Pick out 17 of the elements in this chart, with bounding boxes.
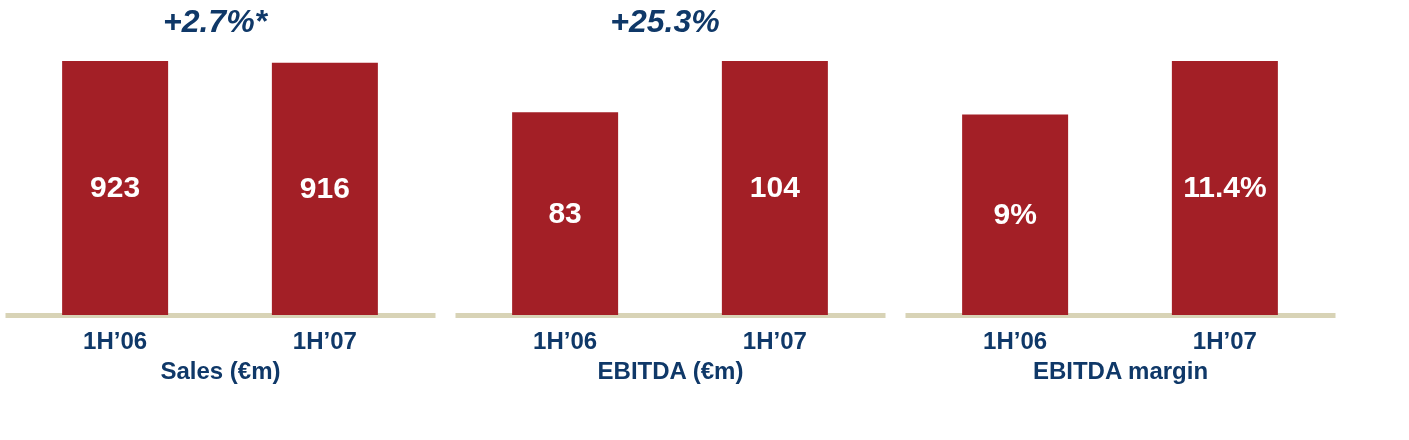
x-tick-label: 1H’07 [742,326,807,354]
data-label: 916 [299,170,350,204]
x-tick-label: 1H’06 [83,326,148,354]
data-label: 11.4% [1183,169,1267,203]
text: +25.3% [610,3,720,39]
data-label: 83 [548,195,582,229]
x-tick-label: 1H’07 [292,326,357,354]
text: +2.7%* [162,3,269,39]
data-label: 923 [90,169,141,203]
x-axis-title: EBITDA margin [1032,356,1209,384]
x-axis-title: Sales (€m) [160,356,281,384]
x-tick-label: 1H’06 [983,326,1048,354]
x-tick-label: 1H’06 [533,326,598,354]
x-axis-title: EBITDA (€m) [597,356,744,384]
data-label: 104 [749,169,801,203]
data-label: 9% [993,196,1037,230]
x-tick-label: 1H’07 [1192,326,1257,354]
